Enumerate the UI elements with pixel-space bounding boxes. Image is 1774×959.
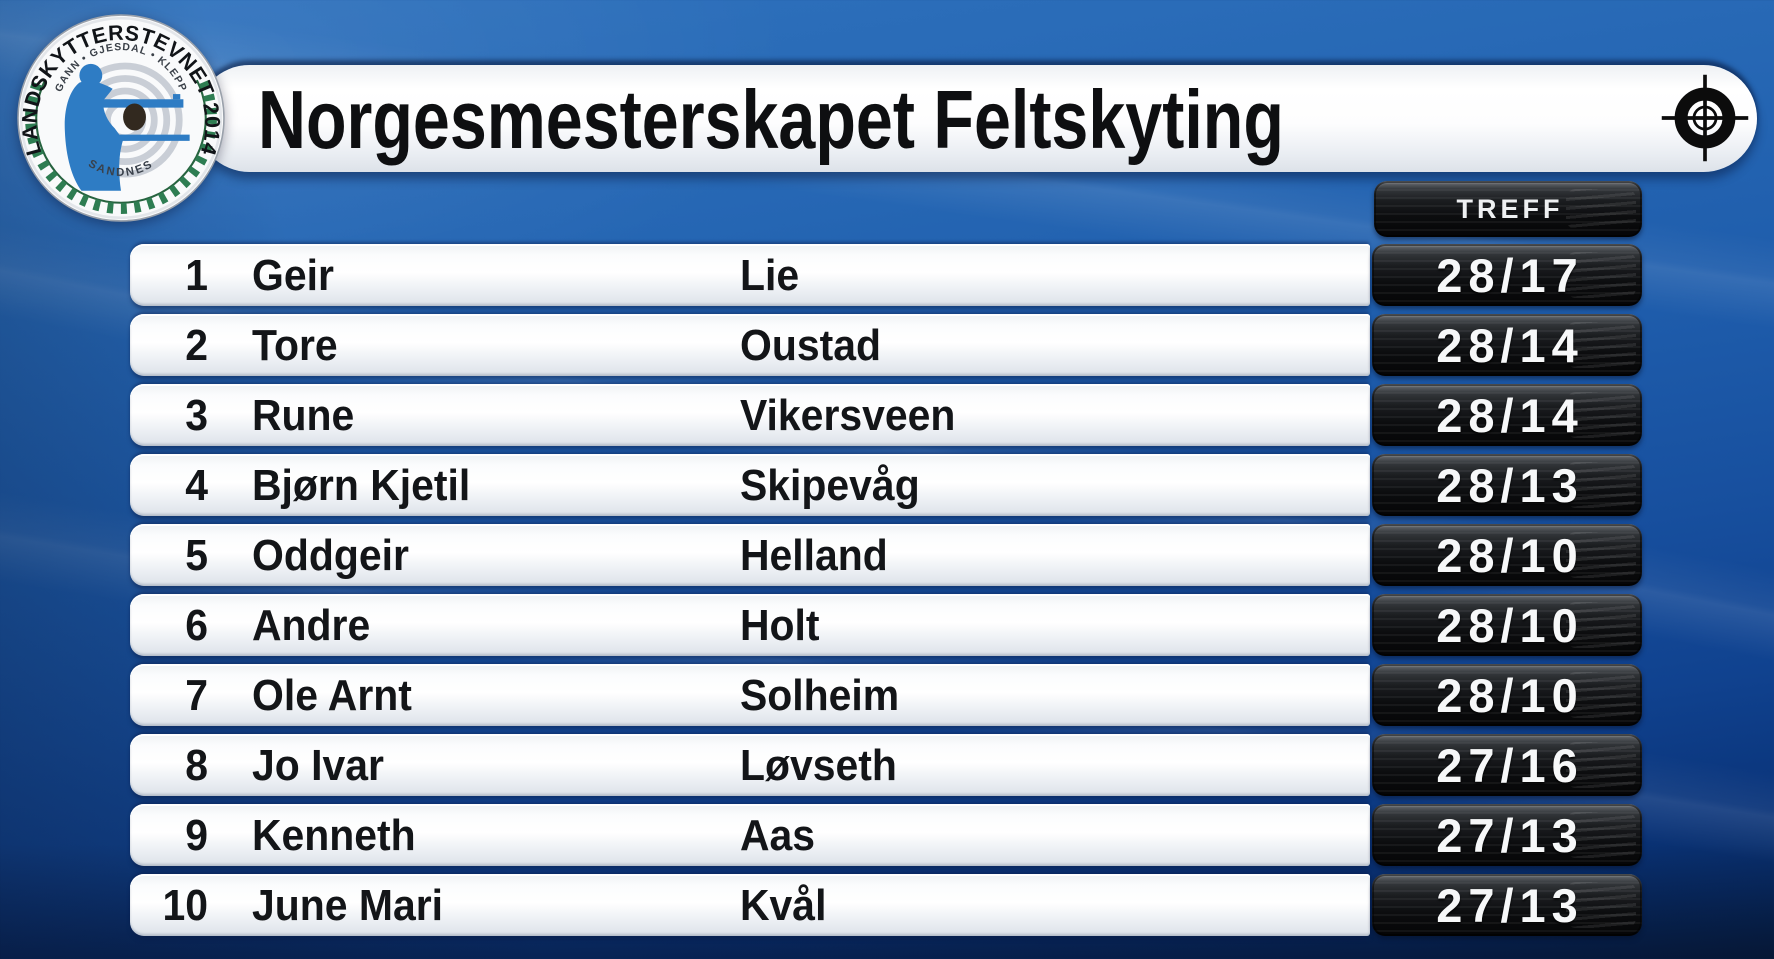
score-badge: 27/13 — [1372, 804, 1642, 866]
last-name: Vikersveen — [740, 391, 956, 440]
score-badge: 27/13 — [1372, 874, 1642, 936]
score-value: 28/17 — [1436, 248, 1584, 302]
table-row: 9 Kenneth Aas 27/13 — [130, 804, 1642, 866]
rank: 9 — [185, 811, 208, 860]
first-name: Bjørn Kjetil — [252, 461, 471, 510]
score-column-header: TREFF — [1374, 181, 1642, 237]
row-bar: 2 Tore Oustad — [130, 314, 1370, 376]
row-bar: 1 Geir Lie — [130, 244, 1370, 306]
row-bar: 8 Jo Ivar Løvseth — [130, 734, 1370, 796]
score-badge: 28/10 — [1372, 664, 1642, 726]
first-name: Ole Arnt — [252, 671, 412, 720]
last-name: Lie — [740, 251, 800, 300]
rank: 5 — [185, 531, 208, 580]
score-badge: 28/10 — [1372, 524, 1642, 586]
score-value: 28/14 — [1436, 318, 1584, 372]
last-name: Holt — [740, 601, 820, 650]
score-value: 28/10 — [1436, 598, 1584, 652]
score-value: 27/13 — [1436, 808, 1584, 862]
first-name: Oddgeir — [252, 531, 409, 580]
last-name: Helland — [740, 531, 888, 580]
score-value: 28/14 — [1436, 388, 1584, 442]
first-name: Tore — [252, 321, 338, 370]
score-badge: 28/13 — [1372, 454, 1642, 516]
first-name: Jo Ivar — [252, 741, 384, 790]
rank: 2 — [185, 321, 208, 370]
row-bar: 5 Oddgeir Helland — [130, 524, 1370, 586]
title-bar: Norgesmesterskapet Feltskyting — [196, 65, 1757, 172]
row-bar: 7 Ole Arnt Solheim — [130, 664, 1370, 726]
table-row: 2 Tore Oustad 28/14 — [130, 314, 1642, 376]
score-value: 27/16 — [1436, 738, 1584, 792]
score-badge: 28/14 — [1372, 384, 1642, 446]
bullseye-icon — [123, 103, 146, 131]
score-badge: 28/14 — [1372, 314, 1642, 376]
last-name: Skipevåg — [740, 461, 920, 510]
rank: 1 — [185, 251, 208, 300]
table-row: 1 Geir Lie 28/17 — [130, 244, 1642, 306]
rank: 10 — [162, 881, 208, 930]
rank: 8 — [185, 741, 208, 790]
table-row: 6 Andre Holt 28/10 — [130, 594, 1642, 656]
first-name: Rune — [252, 391, 355, 440]
rank: 3 — [185, 391, 208, 440]
score-badge: 28/17 — [1372, 244, 1642, 306]
rank: 7 — [185, 671, 208, 720]
row-bar: 4 Bjørn Kjetil Skipevåg — [130, 454, 1370, 516]
last-name: Oustad — [740, 321, 881, 370]
table-row: 5 Oddgeir Helland 28/10 — [130, 524, 1642, 586]
page-title: Norgesmesterskapet Feltskyting — [258, 73, 1284, 166]
table-row: 4 Bjørn Kjetil Skipevåg 28/13 — [130, 454, 1642, 516]
table-row: 7 Ole Arnt Solheim 28/10 — [130, 664, 1642, 726]
score-badge: 27/16 — [1372, 734, 1642, 796]
first-name: Kenneth — [252, 811, 416, 860]
first-name: Geir — [252, 251, 334, 300]
table-row: 3 Rune Vikersveen 28/14 — [130, 384, 1642, 446]
last-name: Løvseth — [740, 741, 897, 790]
table-row: 8 Jo Ivar Løvseth 27/16 — [130, 734, 1642, 796]
row-bar: 9 Kenneth Aas — [130, 804, 1370, 866]
event-logo: LANDSKYTTERSTEVNET 2014 GANN • GJESDAL •… — [17, 14, 225, 222]
table-row: 10 June Mari Kvål 27/13 — [130, 874, 1642, 936]
score-badge: 28/10 — [1372, 594, 1642, 656]
last-name: Aas — [740, 811, 816, 860]
logo-inner-rim — [19, 16, 223, 220]
last-name: Solheim — [740, 671, 900, 720]
score-header-label: TREFF — [1456, 193, 1564, 224]
scope-reticle-icon — [1661, 74, 1749, 162]
row-bar: 10 June Mari Kvål — [130, 874, 1370, 936]
score-value: 27/13 — [1436, 878, 1584, 932]
score-value: 28/10 — [1436, 668, 1584, 722]
first-name: Andre — [252, 601, 371, 650]
shooter-silhouette-icon — [64, 63, 190, 191]
rank: 6 — [185, 601, 208, 650]
row-bar: 3 Rune Vikersveen — [130, 384, 1370, 446]
score-value: 28/13 — [1436, 458, 1584, 512]
last-name: Kvål — [740, 881, 827, 930]
first-name: June Mari — [252, 881, 444, 930]
score-value: 28/10 — [1436, 528, 1584, 582]
rank: 4 — [185, 461, 208, 510]
row-bar: 6 Andre Holt — [130, 594, 1370, 656]
